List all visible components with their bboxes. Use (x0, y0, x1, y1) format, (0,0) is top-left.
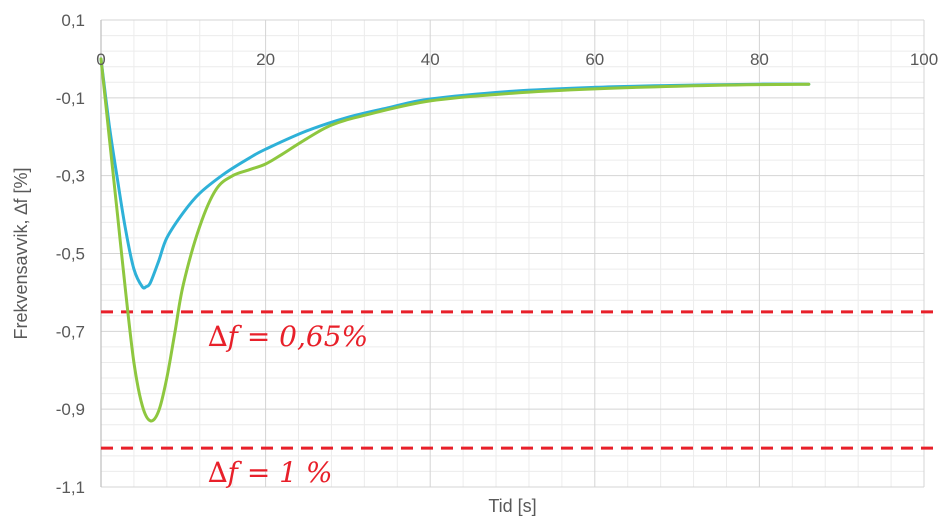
annotations: ∆𝑓 = 0,65% ∆𝑓 = 1 % (208, 320, 368, 489)
x-tick-label: 40 (421, 50, 440, 69)
y-tick-label: 0,1 (61, 11, 85, 30)
y-tick-label: -0,7 (56, 322, 85, 341)
x-axis-title: Tid [s] (488, 496, 536, 516)
major-grid (100, 19, 925, 488)
y-tick-label: -0,5 (56, 245, 85, 264)
x-tick-label: 20 (256, 50, 275, 69)
x-tick-label: 0 (96, 50, 105, 69)
x-tick-label: 80 (750, 50, 769, 69)
series-layer (99, 57, 811, 423)
y-tick-label: -0,3 (56, 167, 85, 186)
y-tick-label: -0,1 (56, 89, 85, 108)
threshold-label: ∆𝑓 = 0,65% (208, 320, 368, 353)
y-tick-labels: 0,1 -0,1 -0,3 -0,5 -0,7 -0,9 -1,1 (56, 11, 85, 497)
threshold-label: ∆𝑓 = 1 % (208, 456, 333, 489)
x-tick-label: 60 (585, 50, 604, 69)
series-line-1 (99, 57, 811, 290)
y-tick-label: -0,9 (56, 400, 85, 419)
x-tick-labels: 0 20 40 60 80 100 (96, 50, 938, 69)
y-axis-title: Frekvensavvik, ∆f [%] (11, 167, 31, 339)
series-line-2 (99, 57, 811, 423)
x-tick-label: 100 (910, 50, 938, 69)
y-tick-label: -1,1 (56, 478, 85, 497)
